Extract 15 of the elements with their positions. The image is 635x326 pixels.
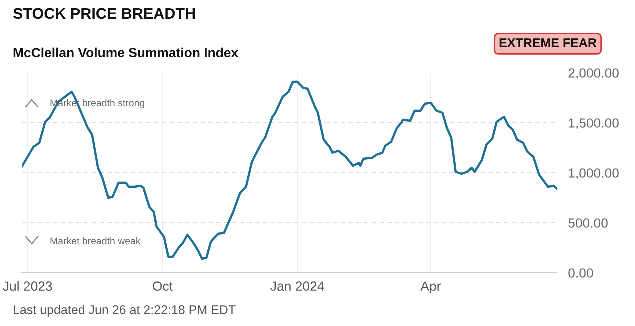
x-tick-label: Oct [153,282,173,292]
x-tick-label: Apr [420,282,441,294]
text: EXTREME FEAR [500,38,597,48]
y-tick-label: 1,500.00 [569,118,619,130]
x-tick-label: Jul 2023 [3,281,52,292]
text: Last updated Jun 26 at 2:22:18 PM EDT [14,305,236,317]
x-tick-label: Jan 2024 [270,282,324,292]
chart-subtitle: McClellan Volume Summation Index [14,48,238,58]
line-series [22,80,557,260]
y-tick-label: 1,000.00 [569,168,619,180]
chart-title: STOCK PRICE BREADTH [13,8,196,20]
y-tick-label: 2,000.00 [568,68,619,80]
annotation: Market breadth weak [50,237,141,245]
y-tick-label: 0.00 [568,268,594,278]
y-tick-label: 500.00 [568,218,608,228]
